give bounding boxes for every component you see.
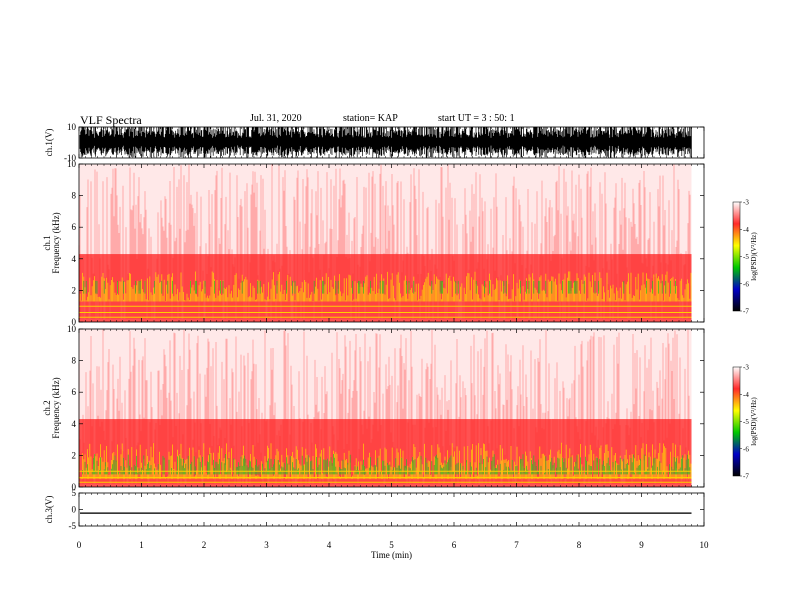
header-date: Jul. 31, 2020 <box>250 113 302 124</box>
y-axis-label: Frequency (kHz) <box>51 212 61 273</box>
x-tick-label: 3 <box>264 540 269 550</box>
spectrogram-ch1-spectrogram <box>78 164 692 322</box>
spectrogram-green-band <box>83 280 676 294</box>
y-axis-label: ch.3(V) <box>44 496 54 524</box>
colorbar-tick-label: -3 <box>743 364 749 372</box>
ch3-waveform-trace <box>80 512 692 514</box>
y-tick-label: -10 <box>64 153 76 163</box>
y-tick-label: 2 <box>72 450 77 460</box>
colorbar-label: log(PSD)(V²/Hz) <box>750 232 758 281</box>
x-tick-label: 6 <box>452 540 457 550</box>
y-axis-label: ch.2 <box>42 400 52 415</box>
y-tick-label: 6 <box>72 222 77 232</box>
y-tick-label: 0 <box>72 482 77 492</box>
y-axis-label: ch.1(V) <box>44 129 54 157</box>
spectrogram-ch2-spectrogram <box>78 329 692 487</box>
y-tick-label: 10 <box>67 122 77 132</box>
colorbar-tick-label: -6 <box>743 280 749 288</box>
y-tick-label: -5 <box>69 521 77 531</box>
x-tick-label: 1 <box>139 540 144 550</box>
header-title: VLF Spectra <box>80 113 142 127</box>
x-tick-label: 8 <box>577 540 582 550</box>
y-tick-label: 10 <box>67 159 77 169</box>
y-tick-label: 4 <box>72 254 77 264</box>
y-tick-label: 8 <box>72 356 77 366</box>
colorbar-tick-label: -3 <box>743 199 749 207</box>
colorbar-tick-label: -5 <box>743 253 749 261</box>
colorbar-tick-label: -7 <box>743 308 749 316</box>
ch1-waveform-trace <box>79 127 692 158</box>
y-tick-label: 0 <box>72 317 77 327</box>
colorbar-tick-label: -5 <box>743 418 749 426</box>
x-axis-label: Time (min) <box>371 550 412 560</box>
y-tick-label: 5 <box>72 488 77 498</box>
header-station: station= KAP <box>343 113 398 124</box>
x-tick-label: 9 <box>639 540 644 550</box>
y-tick-label: 6 <box>72 387 77 397</box>
x-tick-label: 10 <box>700 540 710 550</box>
colorbar-tick-label: -4 <box>743 226 749 234</box>
y-tick-label: 8 <box>72 191 77 201</box>
y-tick-label: 2 <box>72 285 77 295</box>
x-tick-label: 2 <box>202 540 207 550</box>
y-tick-label: 4 <box>72 419 77 429</box>
x-tick-label: 0 <box>77 540 82 550</box>
x-tick-label: 4 <box>327 540 332 550</box>
colorbar-label: log(PSD)(V²/Hz) <box>750 397 758 446</box>
y-tick-label: 0 <box>72 505 77 515</box>
y-axis-label: ch.1 <box>42 235 52 250</box>
colorbar-tick-label: -6 <box>743 445 749 453</box>
panel-frame <box>78 492 705 527</box>
x-tick-label: 5 <box>389 540 394 550</box>
y-tick-label: 10 <box>67 324 77 334</box>
colorbar <box>732 366 741 477</box>
colorbar <box>732 201 741 312</box>
colorbar-tick-label: -7 <box>743 473 749 481</box>
x-tick-label: 7 <box>514 540 519 550</box>
y-axis-label: Frequency (kHz) <box>51 377 61 438</box>
header-start-time: start UT = 3 : 50: 1 <box>438 113 515 124</box>
colorbar-tick-label: -4 <box>743 391 749 399</box>
